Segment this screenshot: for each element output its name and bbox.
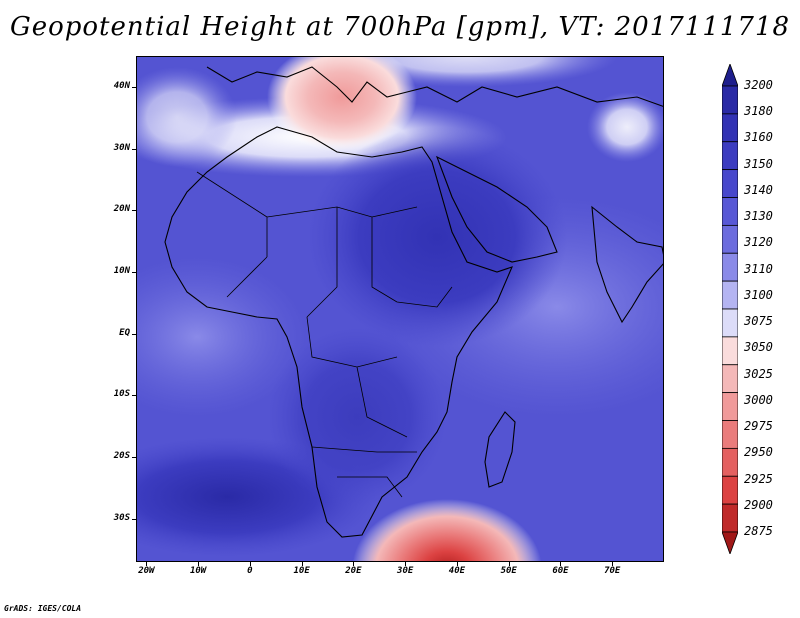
colorbar-segment bbox=[722, 252, 738, 282]
colorbar-segment bbox=[722, 420, 738, 449]
field-southern-africa-high bbox=[267, 327, 447, 507]
colorbar-segment bbox=[722, 308, 738, 338]
field-arabian-high bbox=[307, 127, 567, 347]
colorbar-segment bbox=[722, 169, 738, 198]
lon-label: 40E bbox=[448, 566, 466, 576]
field-mediterranean-low bbox=[267, 57, 417, 152]
colorbar-level-label: 2975 bbox=[744, 419, 773, 434]
colorbar-level-label: 3200 bbox=[744, 78, 773, 92]
colorbar-segment bbox=[722, 364, 738, 394]
colorbar-segment bbox=[722, 85, 738, 115]
colorbar-level-label: 3025 bbox=[744, 366, 773, 381]
lat-label: EQ bbox=[119, 327, 130, 338]
lon-tick bbox=[612, 562, 614, 566]
colorbar-level-label: 3050 bbox=[744, 340, 773, 355]
lon-label: 50E bbox=[500, 566, 517, 576]
lon-label: 60E bbox=[552, 566, 569, 576]
lon-tick bbox=[405, 562, 407, 566]
lat-tick bbox=[132, 210, 136, 212]
india-coastline bbox=[591, 205, 663, 324]
lon-tick bbox=[560, 562, 562, 566]
lon-tick bbox=[508, 562, 510, 566]
height-field-map bbox=[137, 57, 663, 561]
lat-label: 40N bbox=[113, 80, 130, 91]
colorbar-level-label: 2875 bbox=[744, 524, 773, 538]
colorbar-level-label: 3000 bbox=[744, 392, 773, 407]
arabia-coastline bbox=[435, 155, 558, 263]
colorbar-level-label: 3100 bbox=[744, 287, 773, 302]
lon-tick bbox=[353, 562, 355, 566]
lat-label: 10N bbox=[113, 265, 130, 276]
colorbar-level-label: 3075 bbox=[744, 314, 773, 329]
colorbar-segment bbox=[722, 475, 738, 505]
lat-tick bbox=[132, 518, 136, 520]
colorbar bbox=[722, 64, 738, 554]
lon-label: 10W bbox=[189, 566, 207, 576]
lat-tick bbox=[132, 148, 136, 150]
colorbar-segment bbox=[722, 280, 738, 310]
colorbar-level-label: 2900 bbox=[744, 497, 773, 512]
colorbar-segment bbox=[722, 197, 738, 226]
field-azores-band bbox=[137, 67, 237, 167]
madagascar-coastline bbox=[484, 411, 516, 488]
colorbar-level-label: 3150 bbox=[744, 156, 773, 171]
lat-label: 20N bbox=[113, 204, 130, 215]
colorbar-level-label: 3110 bbox=[744, 261, 773, 276]
lon-label: 20W bbox=[138, 566, 155, 576]
colorbar-level-label: 2925 bbox=[744, 471, 773, 486]
lon-tick bbox=[146, 562, 148, 566]
lat-label: 10S bbox=[113, 389, 130, 400]
lon-label: 30E bbox=[397, 566, 414, 576]
colorbar-level-label: 3180 bbox=[744, 104, 773, 119]
lon-label: 10E bbox=[293, 566, 310, 576]
field-atlantic-band bbox=[137, 257, 307, 417]
lat-tick bbox=[132, 395, 136, 397]
colorbar-segment bbox=[722, 392, 738, 421]
map-panel bbox=[136, 56, 664, 562]
lon-tick bbox=[198, 562, 200, 566]
colorbar-segment bbox=[722, 336, 738, 366]
chart-title: Geopotential Height at 700hPa [gpm], VT:… bbox=[9, 12, 791, 42]
lat-label: 20S bbox=[113, 451, 130, 462]
colorbar-segment bbox=[722, 141, 738, 171]
africa-coastline bbox=[164, 126, 513, 538]
lon-label: 0 bbox=[247, 566, 253, 576]
colorbar-level-label: 3130 bbox=[744, 209, 773, 224]
field-iran-band bbox=[587, 92, 663, 162]
colorbar-segment bbox=[722, 113, 738, 143]
colorbar-level-label: 2950 bbox=[744, 445, 773, 460]
lat-tick bbox=[132, 86, 136, 88]
colorbar-level-label: 3140 bbox=[744, 182, 773, 197]
field-southern-ocean-low bbox=[352, 499, 542, 561]
country-borders bbox=[196, 171, 453, 498]
colorbar-top-arrow bbox=[722, 64, 738, 87]
lon-label: 20E bbox=[345, 566, 362, 576]
grads-credit: GrADS: IGES/COLA bbox=[4, 604, 82, 613]
lat-tick bbox=[132, 457, 136, 459]
colorbar-segment bbox=[722, 503, 738, 533]
lon-tick bbox=[301, 562, 303, 566]
colorbar-level-label: 3160 bbox=[744, 130, 773, 145]
lat-tick bbox=[132, 271, 136, 273]
colorbar-segment bbox=[722, 447, 738, 477]
colorbar-bottom-arrow bbox=[722, 531, 738, 554]
lat-tick bbox=[132, 333, 136, 335]
europe-coastline bbox=[206, 66, 663, 107]
colorbar-level-label: 3120 bbox=[744, 235, 773, 250]
colorbar-segment bbox=[722, 224, 738, 254]
lon-label: 70E bbox=[604, 566, 621, 576]
lon-tick bbox=[456, 562, 458, 566]
lon-tick bbox=[249, 562, 251, 566]
lat-label: 30S bbox=[113, 512, 130, 523]
lat-label: 30N bbox=[113, 142, 130, 153]
